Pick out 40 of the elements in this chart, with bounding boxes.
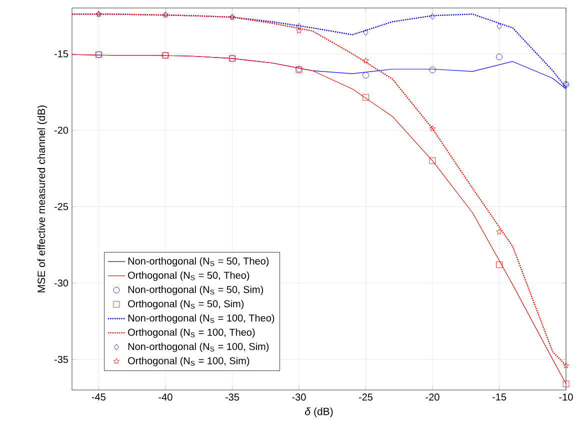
point (562, 380, 570, 388)
y-tick-label: -35 (54, 356, 68, 363)
x-tick-label: -20 (426, 394, 440, 401)
point (296, 23, 302, 30)
x-tick-label: -35 (225, 394, 240, 401)
point (496, 54, 502, 60)
point (562, 362, 570, 368)
point (429, 126, 436, 132)
x-tick-label: -25 (358, 394, 373, 401)
point (496, 228, 502, 234)
point (363, 29, 368, 36)
point (362, 58, 369, 64)
legend-label: Non-orthogonal (N$_{S}$ = 100, Sim) (128, 342, 269, 352)
point (362, 94, 369, 101)
point (430, 13, 435, 20)
x-tick-label: -10 (559, 394, 573, 401)
y-tick-label: -25 (54, 203, 68, 210)
point (429, 66, 436, 74)
y-tick-label: -20 (54, 126, 68, 134)
x-tick-label: -40 (158, 394, 172, 401)
y-axis-title: MSE of effective measured channel (dB) (37, 106, 48, 292)
point (496, 23, 502, 30)
x-tick-label: -30 (292, 394, 306, 401)
legend-label: Orthogonal (N$_{S}$ = 50, Sim) (128, 300, 244, 310)
legend-label: Orthogonal (N$_{S}$ = 100, Theo) (128, 328, 255, 338)
x-axis-title: δ (dB) (305, 407, 333, 418)
y-tick-label: -30 (54, 280, 68, 287)
x-tick-label: -45 (92, 394, 106, 401)
x-tick-label: -15 (492, 394, 506, 401)
legend-label: Orthogonal (N$_{S}$ = 50, Theo) (128, 271, 250, 281)
legend-label: Orthogonal (N$_{S}$ = 100, Sim) (128, 356, 250, 366)
point (362, 72, 369, 78)
y-tick-label: -15 (54, 50, 68, 58)
legend-label: Non-orthogonal (N$_{S}$ = 50, Theo) (128, 257, 269, 267)
point (496, 262, 502, 268)
legend-label: Non-orthogonal (N$_{S}$ = 100, Theo) (128, 314, 274, 324)
point (429, 158, 436, 164)
point (296, 28, 302, 34)
line-series (72, 54, 566, 384)
legend-label: Non-orthogonal (N$_{S}$ = 50, Sim) (128, 286, 264, 296)
